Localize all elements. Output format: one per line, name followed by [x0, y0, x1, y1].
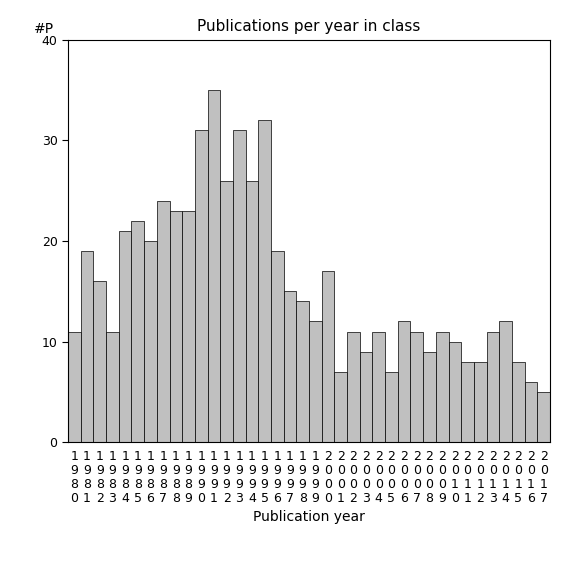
Bar — [538, 392, 550, 442]
X-axis label: Publication year: Publication year — [253, 510, 365, 524]
Bar — [246, 180, 259, 442]
Bar — [81, 251, 94, 442]
Bar — [157, 201, 170, 442]
Bar — [486, 332, 500, 442]
Bar — [461, 362, 474, 442]
Bar — [436, 332, 448, 442]
Bar — [271, 251, 284, 442]
Bar — [359, 352, 373, 442]
Bar — [335, 372, 347, 442]
Bar — [524, 382, 538, 442]
Bar — [398, 321, 411, 442]
Bar — [423, 352, 436, 442]
Bar — [106, 332, 119, 442]
Bar — [170, 211, 182, 442]
Bar — [233, 130, 246, 442]
Bar — [220, 180, 233, 442]
Bar — [373, 332, 385, 442]
Bar — [68, 332, 81, 442]
Title: Publications per year in class: Publications per year in class — [197, 19, 421, 35]
Bar — [347, 332, 359, 442]
Bar — [132, 221, 144, 442]
Bar — [500, 321, 512, 442]
Bar — [119, 231, 132, 442]
Bar — [309, 321, 321, 442]
Bar — [297, 302, 309, 442]
Text: #P: #P — [34, 22, 54, 36]
Bar — [94, 281, 106, 442]
Bar — [512, 362, 524, 442]
Bar — [208, 90, 220, 442]
Bar — [259, 120, 271, 442]
Bar — [448, 341, 461, 442]
Bar — [182, 211, 195, 442]
Bar — [321, 271, 335, 442]
Bar — [284, 291, 297, 442]
Bar — [474, 362, 486, 442]
Bar — [195, 130, 208, 442]
Bar — [411, 332, 423, 442]
Bar — [385, 372, 398, 442]
Bar — [144, 241, 157, 442]
